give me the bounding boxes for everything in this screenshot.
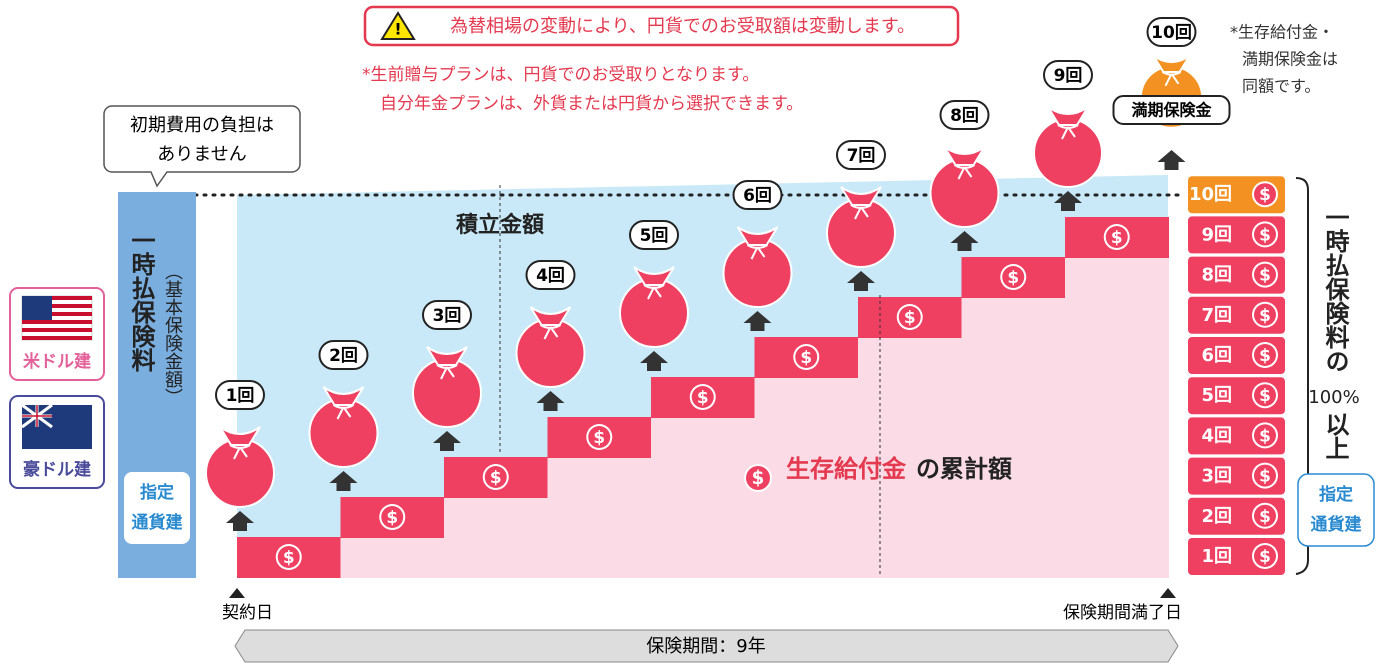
coin-symbol: $ — [752, 468, 765, 489]
coin-symbol: $ — [283, 547, 295, 567]
stack-label: 5回 — [1201, 385, 1232, 406]
coin-symbol: $ — [1259, 265, 1271, 285]
stack-label: 6回 — [1201, 345, 1232, 366]
count-label: 9回 — [1054, 66, 1083, 86]
warning-text: 為替相場の変動により、円貨でのお受取額は変動します。 — [450, 16, 915, 37]
cumulative-highlight: 生存給付金 — [786, 455, 907, 483]
stack-label: 3回 — [1201, 466, 1232, 487]
count-label: 5回 — [640, 226, 669, 246]
coin-symbol: $ — [1259, 506, 1271, 526]
stack-label: 4回 — [1201, 425, 1232, 446]
flag-label: 米ドル建 — [23, 351, 91, 372]
side-note: 同額です。 — [1242, 77, 1320, 96]
count-label: 8回 — [950, 106, 979, 126]
bubble-text: ありません — [157, 144, 246, 165]
cumulative-area — [444, 497, 548, 578]
count-label: 4回 — [536, 266, 565, 286]
count-label: 3回 — [433, 306, 462, 326]
stack-label: 7回 — [1201, 305, 1232, 326]
coin-symbol: $ — [800, 347, 812, 367]
side-note: 満期保険金は — [1242, 50, 1338, 69]
cumulative-area — [341, 537, 445, 578]
coin-symbol: $ — [1259, 184, 1271, 204]
stack-label: 8回 — [1201, 265, 1232, 286]
count-label: 7回 — [847, 146, 876, 166]
cumulative-area — [962, 297, 1066, 578]
currency-text: 通貨建 — [132, 512, 183, 533]
start-label: 契約日 — [222, 603, 273, 623]
maturity-label: 満期保険金 — [1131, 101, 1212, 120]
count-label: 6回 — [743, 186, 772, 206]
stack-label: 1回 — [1201, 546, 1232, 567]
coin-symbol: $ — [697, 387, 709, 407]
diagram: $ $ $ $ $ $ $ $ $ ! 為替相場の変動により、円貨でのお受取額は変動します。 *… — [0, 0, 1386, 666]
stack-label: 9回 — [1201, 224, 1232, 245]
side-note: *生存給付金・ — [1230, 23, 1334, 42]
cumulative-text: の累計額 — [916, 455, 1012, 483]
premium-title: 一時払保険料 — [127, 228, 156, 372]
cumulative-area — [548, 457, 652, 578]
cumulative-area — [651, 417, 755, 578]
coin-symbol: $ — [1259, 305, 1271, 325]
right-note: 以上 — [1321, 412, 1349, 460]
coin-symbol: $ — [1259, 385, 1271, 405]
coin-symbol: $ — [1259, 425, 1271, 445]
coin-symbol: $ — [490, 467, 502, 487]
premium-subtitle: （基本保険金額） — [162, 262, 183, 406]
right-note: 一時払保険料の — [1321, 205, 1350, 373]
currency-text: 指定 — [1319, 484, 1353, 505]
coin-symbol: $ — [1007, 267, 1019, 287]
count-label: 2回 — [329, 346, 358, 366]
count-label: 1回 — [226, 386, 255, 406]
marker — [229, 588, 245, 598]
marker — [1160, 588, 1176, 598]
coin-symbol: $ — [1111, 227, 1123, 247]
cumulative-area — [1065, 257, 1169, 578]
warning-mark: ! — [394, 20, 401, 39]
end-label: 保険期間満了日 — [1063, 603, 1182, 623]
currency-text: 指定 — [140, 482, 174, 503]
coin-symbol: $ — [1259, 466, 1271, 486]
coin-symbol: $ — [1259, 345, 1271, 365]
coin-symbol: $ — [593, 427, 605, 447]
accumulation-label: 積立金額 — [456, 212, 544, 238]
arrow — [1158, 150, 1186, 170]
period-label: 保険期間：9年 — [646, 636, 765, 657]
right-note: 100% — [1308, 387, 1359, 408]
us-flag — [22, 296, 52, 320]
count-label: 10回 — [1151, 23, 1192, 43]
coin-symbol: $ — [1259, 224, 1271, 244]
flag-label: 豪ドル建 — [23, 459, 91, 480]
stack-label: 2回 — [1201, 506, 1232, 527]
currency-text: 通貨建 — [1311, 514, 1362, 535]
note: 自分年金プランは、外貨または円貨から選択できます。 — [380, 94, 803, 114]
coin-symbol: $ — [386, 507, 398, 527]
stack-label: 10回 — [1189, 184, 1232, 205]
note: *生前贈与プランは、円貨でのお受取りとなります。 — [362, 65, 759, 85]
coin-symbol: $ — [1259, 546, 1271, 566]
coin-symbol: $ — [904, 307, 916, 327]
bubble-text: 初期費用の負担は — [130, 115, 274, 136]
